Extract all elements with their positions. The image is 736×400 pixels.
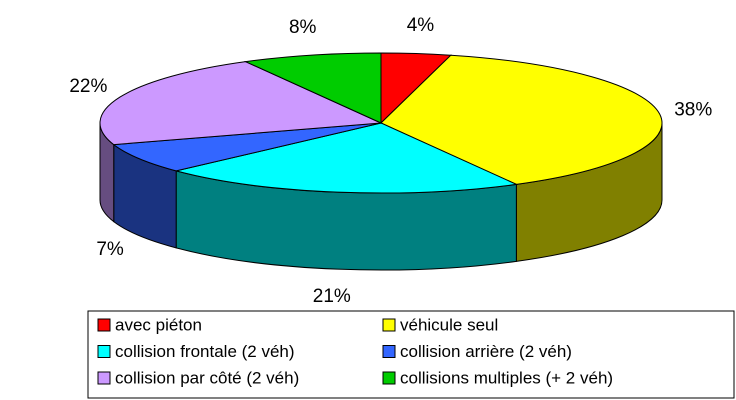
data-label: 4% (407, 15, 435, 36)
legend-swatch (97, 345, 111, 358)
legend-swatch (382, 371, 396, 385)
legend-swatch (382, 345, 396, 358)
legend-box (87, 310, 735, 399)
legend-label: collisions multiples (+ 2 véh) (400, 368, 613, 387)
slice (243, 52, 382, 124)
legend-label: véhicule seul (400, 315, 498, 334)
legend-label: collision arrière (2 véh) (400, 342, 572, 361)
slice (112, 122, 382, 172)
pie: 4% 38% 21% 7% 22% 8% (69, 15, 712, 307)
data-label: 22% (69, 76, 107, 97)
legend-swatch (382, 318, 396, 332)
slice (380, 54, 663, 185)
legend-label: avec piéton (115, 315, 202, 334)
data-label: 21% (313, 286, 351, 307)
slice (99, 61, 383, 146)
data-label: 38% (674, 100, 712, 121)
legend: avec piéton véhicule seul collision fronta… (97, 315, 613, 387)
legend-label: collision frontale (2 véh) (115, 342, 295, 361)
slice (176, 122, 519, 194)
legend-swatch (97, 371, 111, 385)
legend-swatch (97, 318, 111, 332)
data-label: 8% (289, 17, 317, 38)
legend-label: collision par côté (2 véh) (115, 368, 299, 387)
data-label: 7% (96, 239, 124, 260)
